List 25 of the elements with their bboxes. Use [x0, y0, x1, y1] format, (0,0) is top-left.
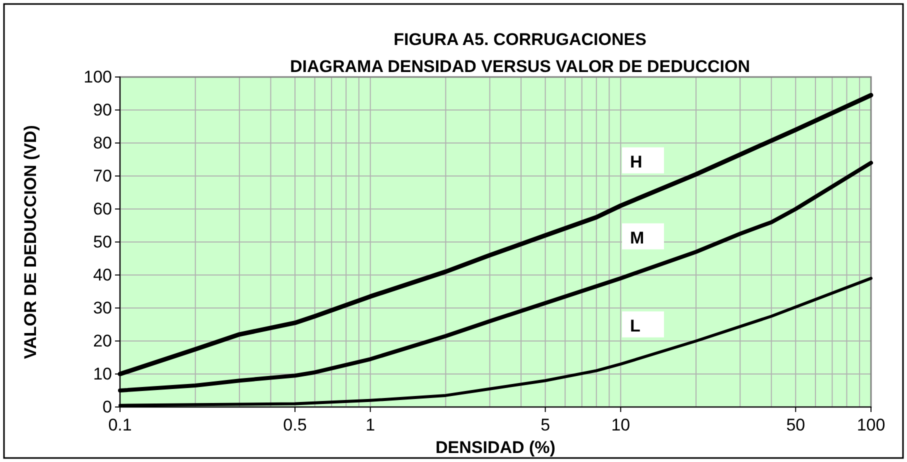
x-tick-label: 0.1	[108, 415, 132, 434]
y-axis-title: VALOR DE DEDUCCION (VD)	[21, 125, 40, 359]
y-tick-label: 70	[93, 166, 112, 186]
series-label: M	[630, 228, 644, 248]
x-tick-label: 10	[611, 415, 630, 434]
y-tick-label: 100	[84, 67, 112, 86]
x-tick-label: 0.5	[283, 415, 307, 434]
x-axis-title: DENSIDAD (%)	[436, 438, 556, 457]
chart-title: FIGURA A5. CORRUGACIONES	[394, 30, 646, 49]
x-tick-label: 100	[856, 415, 886, 434]
x-tick-label: 50	[786, 415, 806, 434]
y-tick-label: 30	[93, 298, 112, 318]
y-tick-label: 20	[93, 331, 112, 350]
chart-subtitle: DIAGRAMA DENSIDAD VERSUS VALOR DE DEDUCCION	[290, 57, 750, 76]
y-tick-label: 10	[93, 364, 112, 384]
y-tick-label: 50	[93, 232, 112, 252]
y-tick-label: 90	[93, 100, 112, 120]
series-label: H	[630, 152, 642, 172]
series-label: L	[630, 316, 640, 336]
y-tick-label: 40	[93, 265, 112, 284]
y-tick-label: 0	[102, 397, 112, 416]
x-tick-label: 1	[366, 415, 376, 434]
y-tick-label: 60	[93, 199, 112, 218]
x-tick-label: 5	[540, 415, 550, 434]
y-tick-label: 80	[93, 133, 112, 152]
